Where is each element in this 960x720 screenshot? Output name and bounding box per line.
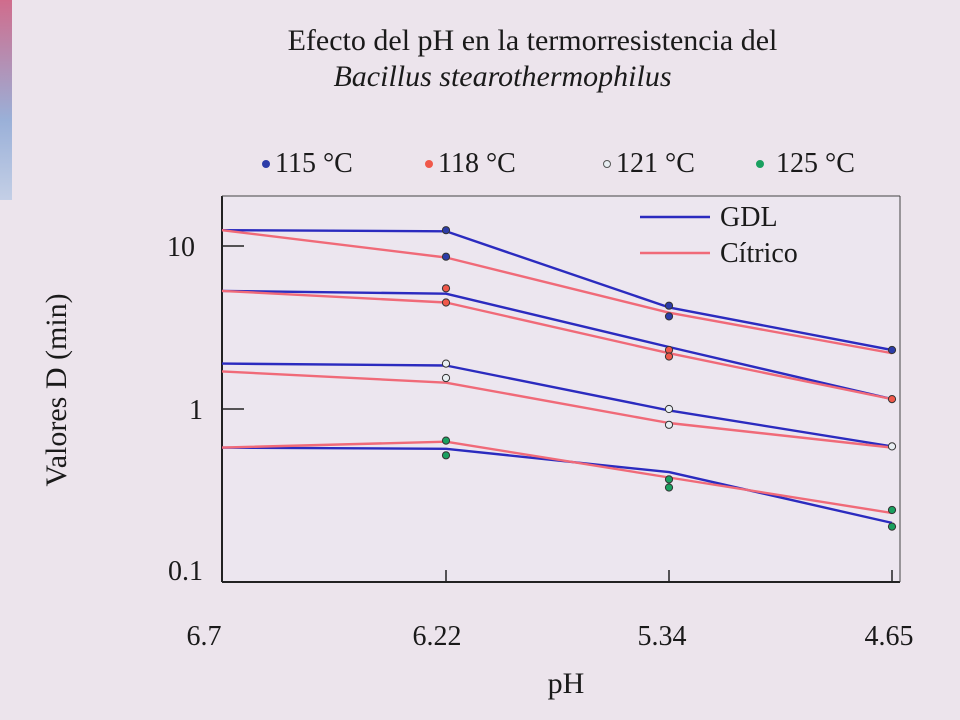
y-tick-label: 0.1	[168, 556, 203, 587]
data-point	[664, 420, 674, 429]
x-axis-label: pH	[548, 667, 585, 700]
data-point	[664, 475, 674, 484]
data-point	[441, 451, 451, 460]
temperature-legend: 115 °C 118 °C 121 °C 125 °C	[0, 148, 960, 184]
y-tick-label: 1	[189, 395, 203, 426]
x-tick-label: 6.22	[413, 621, 462, 652]
series-line-citrico	[221, 440, 893, 515]
acid-legend: GDL Cítrico	[640, 202, 798, 269]
series-lines	[221, 229, 893, 525]
x-tick-label: 5.34	[638, 621, 687, 652]
y-tick-label: 10	[167, 232, 195, 263]
series-line-gdl	[221, 289, 893, 401]
dot-icon	[262, 160, 270, 168]
series-line-gdl	[221, 362, 893, 448]
temp-legend-label: 118 °C	[438, 148, 516, 179]
dot-icon	[425, 160, 433, 168]
data-point	[664, 301, 674, 310]
temp-legend-121: 121 °C	[603, 148, 695, 180]
chart-subtitle: Bacillus stearothermophilus	[333, 60, 672, 93]
chart-axes: 6.7 6.22 5.34 4.65 10 1 0.1	[167, 195, 914, 652]
data-point	[441, 359, 451, 368]
data-point	[441, 436, 451, 445]
legend-label: Cítrico	[720, 238, 798, 269]
series-line-citrico	[221, 289, 893, 401]
temp-legend-118: 118 °C	[425, 148, 516, 180]
temp-legend-label: 121 °C	[616, 148, 695, 179]
series-line-citrico	[221, 229, 893, 355]
x-tick-label: 4.65	[865, 621, 914, 652]
series-line-gdl	[221, 229, 893, 352]
axis-labels: pH Valores D (min)	[40, 293, 584, 700]
temp-legend-115: 115 °C	[262, 148, 353, 180]
data-point	[441, 284, 451, 293]
dot-icon	[603, 160, 611, 168]
data-point	[887, 345, 897, 355]
data-point	[664, 352, 674, 361]
legend-label: GDL	[720, 202, 778, 233]
data-point	[887, 505, 897, 515]
data-point	[664, 312, 674, 321]
data-point	[441, 226, 451, 235]
data-point	[664, 483, 674, 492]
data-point	[441, 252, 451, 261]
series-line-citrico	[221, 370, 893, 449]
temp-legend-label: 115 °C	[275, 148, 353, 179]
data-point	[887, 522, 897, 531]
x-tick-label: 6.7	[187, 621, 222, 652]
data-point	[887, 442, 897, 451]
data-point	[441, 298, 451, 307]
dot-icon	[756, 160, 764, 168]
data-point	[441, 373, 451, 383]
temp-legend-label: 125 °C	[776, 148, 855, 179]
data-point	[887, 395, 897, 404]
data-markers	[441, 226, 897, 531]
y-axis-label: Valores D (min)	[40, 293, 73, 486]
title-block: Efecto del pH en la termorresistencia de…	[0, 24, 960, 94]
temp-legend-125: 125 °C	[756, 148, 855, 180]
chart-title: Efecto del pH en la termorresistencia de…	[287, 24, 778, 57]
data-point	[664, 404, 674, 414]
edge-color-strip	[0, 0, 12, 200]
